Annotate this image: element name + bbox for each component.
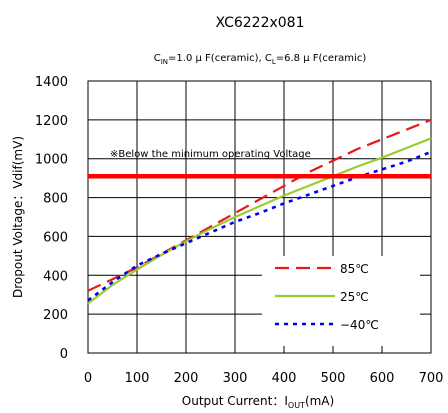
legend: 85℃ 25℃ −40℃ bbox=[262, 256, 420, 346]
y-tick-label: 400 bbox=[43, 269, 68, 284]
y-tick-label: 800 bbox=[43, 192, 68, 207]
x-tick-label: 0 bbox=[84, 371, 92, 386]
series-line bbox=[87, 118, 432, 292]
legend-label: −40℃ bbox=[340, 318, 379, 332]
x-tick-labels: 0 100 200 300 400 500 600 700 bbox=[84, 371, 444, 386]
y-tick-label: 1000 bbox=[35, 153, 68, 168]
y-tick-label: 0 bbox=[60, 347, 68, 362]
x-axis-label-main: Output Current：I bbox=[182, 394, 288, 408]
x-tick-label: 500 bbox=[321, 371, 346, 386]
series-line bbox=[87, 137, 432, 305]
subtitle-cin-sub: IN bbox=[161, 58, 168, 66]
threshold-annotation: ※Below the minimum operating Voltage bbox=[110, 149, 311, 160]
x-tick-label: 700 bbox=[419, 371, 444, 386]
x-axis-label-sub: OUT bbox=[288, 401, 305, 410]
chart-title: XC6222x081 bbox=[216, 15, 305, 31]
legend-label: 85℃ bbox=[340, 262, 369, 276]
x-axis-label: Output Current：IOUT(mA) bbox=[182, 394, 334, 410]
y-tick-label: 600 bbox=[43, 230, 68, 245]
y-tick-label: 200 bbox=[43, 308, 68, 323]
y-tick-label: 1200 bbox=[35, 114, 68, 129]
series-layer bbox=[87, 118, 432, 305]
chart-subtitle: CIN=1.0 μ F(ceramic), CL=6.8 μ F(ceramic… bbox=[154, 53, 367, 66]
legend-background bbox=[262, 256, 420, 346]
subtitle-cl-rest: =6.8 μ F(ceramic) bbox=[276, 53, 367, 64]
y-tick-label: 1400 bbox=[35, 75, 68, 90]
y-tick-labels: 0 200 400 600 800 1000 1200 1400 bbox=[35, 75, 68, 362]
subtitle-cl-sub: L bbox=[272, 58, 276, 66]
y-axis-label: Dropout Voltage：Vdif(mV) bbox=[11, 136, 25, 298]
legend-label: 25℃ bbox=[340, 290, 369, 304]
subtitle-cin-rest: =1.0 μ F(ceramic), C bbox=[168, 53, 272, 64]
x-tick-label: 400 bbox=[272, 371, 297, 386]
x-tick-label: 100 bbox=[125, 371, 150, 386]
x-axis-label-rest: (mA) bbox=[305, 394, 334, 408]
series-line bbox=[87, 150, 432, 302]
x-tick-label: 600 bbox=[370, 371, 395, 386]
x-tick-label: 200 bbox=[174, 371, 199, 386]
x-tick-label: 300 bbox=[223, 371, 248, 386]
subtitle-cin: C bbox=[154, 53, 161, 64]
